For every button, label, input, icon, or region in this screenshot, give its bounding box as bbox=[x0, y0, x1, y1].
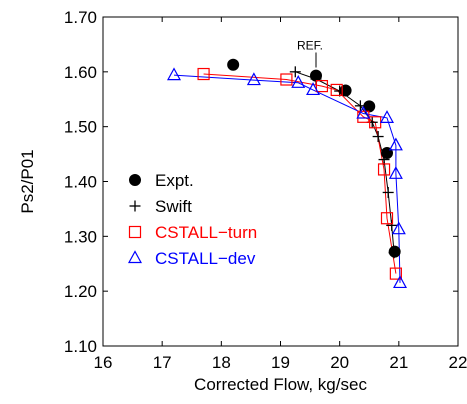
legend-item-swift: Swift bbox=[129, 197, 192, 216]
legend-label-expt: Expt. bbox=[155, 171, 194, 190]
series-line-cstall-turn bbox=[203, 73, 397, 274]
data-point-cstall-turn bbox=[315, 79, 329, 93]
axis-tick-labels: 16 17 18 19 20 21 22 1.10 1.20 1.30 1.40 1.50 1.60 1.… bbox=[64, 8, 467, 372]
legend-label-cstall-turn: CSTALL−turn bbox=[155, 223, 257, 242]
data-point-cstall-dev bbox=[391, 221, 406, 235]
y-tick-label: 1.70 bbox=[64, 8, 97, 27]
series-markers bbox=[166, 58, 408, 289]
data-point-swift bbox=[388, 247, 400, 259]
ref-annotation-label: REF. bbox=[297, 38, 323, 52]
data-point-cstall-dev bbox=[246, 72, 261, 86]
x-tick-label: 21 bbox=[389, 353, 408, 372]
legend-marker-cstall-dev bbox=[127, 250, 143, 264]
data-point-expt bbox=[227, 58, 240, 71]
data-point-cstall-turn bbox=[330, 83, 343, 97]
data-point-cstall-dev bbox=[379, 110, 395, 123]
data-point-swift bbox=[386, 219, 398, 231]
legend-marker-swift bbox=[129, 200, 141, 212]
data-point-swift bbox=[289, 66, 301, 78]
data-point-swift bbox=[382, 186, 394, 198]
data-point-cstall-dev bbox=[388, 166, 403, 179]
y-tick-label: 1.50 bbox=[64, 118, 97, 137]
data-point-cstall-dev bbox=[388, 137, 403, 151]
y-tick-label: 1.30 bbox=[64, 227, 97, 246]
data-point-cstall-turn bbox=[389, 267, 402, 280]
x-tick-label: 19 bbox=[271, 353, 290, 372]
data-point-cstall-dev bbox=[306, 82, 321, 96]
x-tick-label: 16 bbox=[94, 353, 113, 372]
data-point-cstall-dev bbox=[166, 67, 182, 81]
legend-item-cstall-turn: CSTALL−turn bbox=[128, 223, 257, 242]
data-point-swift bbox=[334, 85, 346, 97]
legend-item-expt: Expt. bbox=[129, 171, 194, 190]
x-tick-label: 18 bbox=[212, 353, 231, 372]
legend-label-cstall-dev: CSTALL−dev bbox=[155, 249, 256, 268]
x-axis-label: Corrected Flow, kg/sec bbox=[194, 375, 367, 394]
series-line-swift bbox=[295, 71, 395, 253]
axis-ticks bbox=[102, 16, 459, 347]
legend: Expt. Swift CSTALL−turn CSTALL−dev bbox=[127, 171, 257, 268]
ref-annotation: REF. bbox=[297, 38, 323, 68]
legend-item-cstall-dev: CSTALL−dev bbox=[127, 249, 256, 268]
data-point-cstall-dev bbox=[356, 105, 371, 119]
y-tick-label: 1.10 bbox=[64, 337, 97, 356]
legend-marker-expt bbox=[129, 174, 141, 186]
data-point-swift bbox=[354, 100, 366, 112]
y-tick-label: 1.60 bbox=[64, 63, 97, 82]
data-point-cstall-dev bbox=[393, 275, 408, 289]
x-tick-label: 20 bbox=[330, 353, 349, 372]
data-point-swift bbox=[372, 131, 384, 143]
data-point-cstall-turn bbox=[377, 163, 391, 176]
legend-marker-cstall-turn bbox=[128, 225, 142, 239]
y-tick-label: 1.20 bbox=[64, 282, 97, 301]
legend-label-swift: Swift bbox=[155, 197, 192, 216]
data-point-cstall-dev bbox=[291, 75, 306, 88]
data-point-cstall-turn bbox=[380, 212, 394, 225]
series-line-cstall-dev bbox=[173, 74, 401, 283]
x-tick-label: 22 bbox=[449, 353, 467, 372]
y-axis-label: Ps2/P01 bbox=[18, 149, 37, 213]
x-tick-label: 17 bbox=[153, 353, 172, 372]
data-point-swift bbox=[378, 154, 390, 166]
y-tick-label: 1.40 bbox=[64, 173, 97, 192]
data-point-cstall-turn bbox=[280, 73, 293, 86]
data-point-cstall-turn bbox=[197, 67, 210, 81]
